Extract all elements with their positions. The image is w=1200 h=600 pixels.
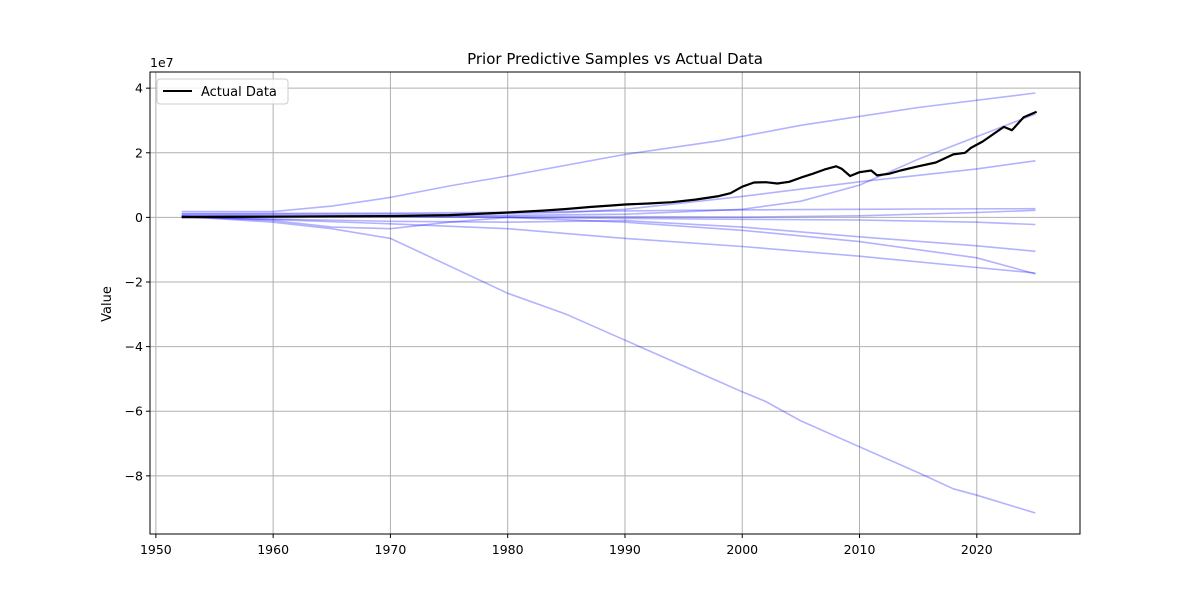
y-axis-label: Value (100, 286, 115, 322)
prior-sample-line-1 (181, 92, 1036, 213)
prior-sample-line-8 (181, 216, 1036, 274)
actual-data-line (181, 110, 1038, 219)
prior-sample-line-3 (181, 160, 1036, 215)
x-tick-label: 1960 (257, 542, 289, 557)
chart-title: Prior Predictive Samples vs Actual Data (467, 50, 763, 68)
grid (150, 72, 1080, 534)
x-tick-label: 2010 (844, 542, 876, 557)
y-tick-label: 4 (135, 81, 143, 96)
x-tick-label: 1980 (492, 542, 524, 557)
legend: Actual Data (156, 78, 289, 105)
x-tick-label: 1950 (140, 542, 172, 557)
prior-sample-line-2 (181, 113, 1036, 217)
y-tick-label: −4 (125, 339, 143, 354)
x-tick-label: 1970 (375, 542, 407, 557)
legend-label-actual-data: Actual Data (201, 85, 277, 100)
prior-sample-line-10 (181, 215, 1036, 514)
y-tick-label: 0 (135, 210, 143, 225)
prior-sample-line-9 (181, 215, 1036, 275)
prior-sample-line-4 (181, 207, 1036, 215)
y-axis: −8 −6 −4 −2 0 2 4 (125, 81, 150, 483)
plot-frame (149, 71, 1081, 535)
x-tick-label: 2020 (961, 542, 993, 557)
x-tick-label: 1990 (609, 542, 641, 557)
x-tick-label: 2000 (726, 542, 758, 557)
y-tick-label: −8 (125, 468, 143, 483)
legend-box (156, 78, 289, 105)
y-tick-label: −2 (125, 275, 143, 290)
series-group (181, 92, 1038, 514)
prior-sample-line-7 (181, 215, 1036, 253)
y-offset-text: 1e7 (150, 55, 174, 70)
x-axis: 1950 1960 1970 1980 1990 2000 2010 2020 (140, 534, 993, 557)
y-tick-label: 2 (135, 145, 143, 160)
y-tick-label: −6 (125, 404, 143, 419)
